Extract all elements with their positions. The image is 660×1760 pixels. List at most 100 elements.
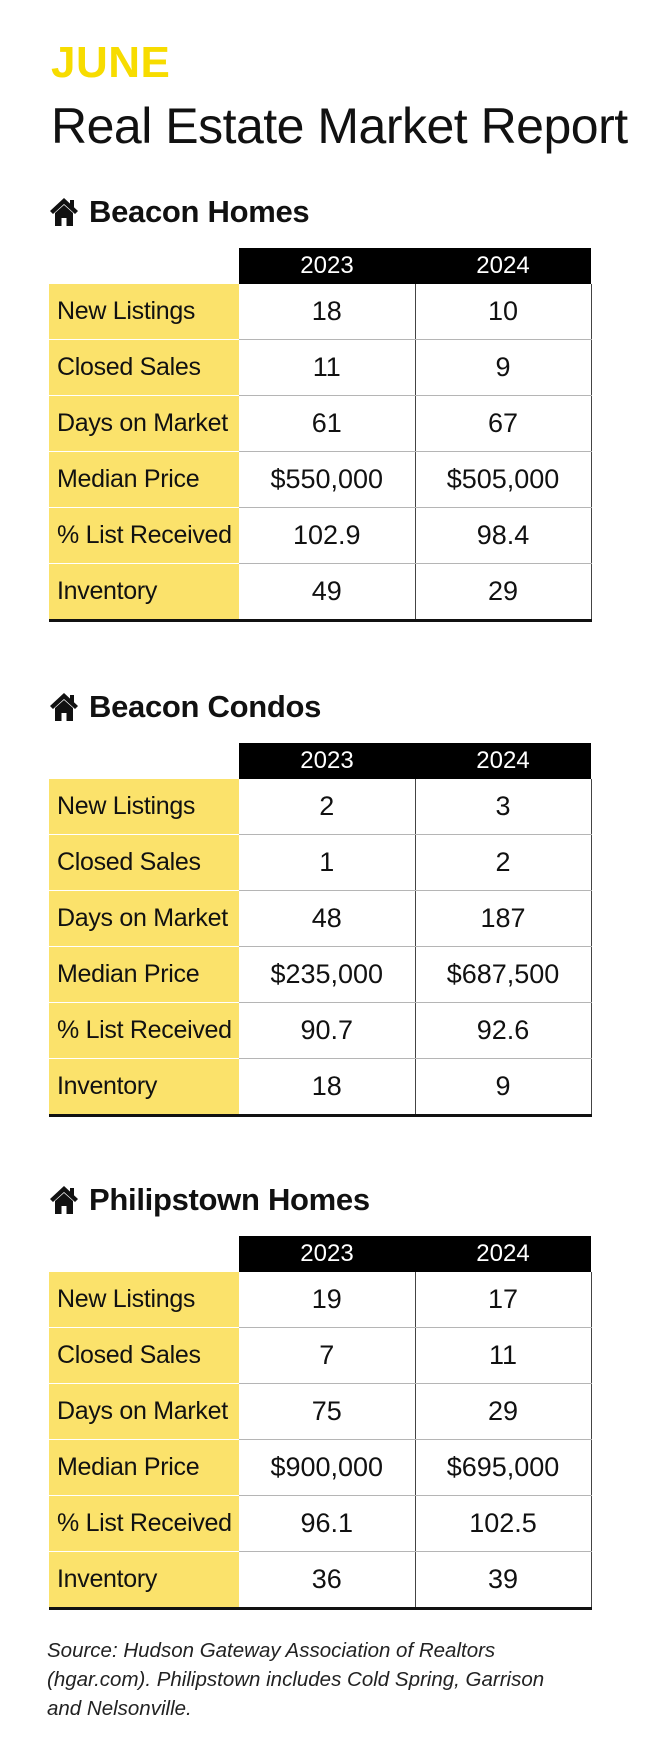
- value-2023: 102.9: [239, 507, 416, 564]
- section-title: Philipstown Homes: [89, 1182, 370, 1217]
- row-label: Inventory: [49, 563, 239, 622]
- report-title: Real Estate Market Report: [51, 98, 628, 154]
- section-heading: Philipstown Homes: [49, 1178, 593, 1222]
- section-beacon-homes: Beacon Homes 2023 2024 New Listings 18 1…: [49, 190, 593, 622]
- row-label: Inventory: [49, 1551, 239, 1610]
- table-row: % List Received 96.1 102.5: [49, 1495, 592, 1552]
- row-label: Inventory: [49, 1058, 239, 1117]
- header-blank-cell: [49, 1236, 239, 1272]
- table-row: Closed Sales 7 11: [49, 1327, 592, 1384]
- value-2024: 187: [415, 890, 592, 947]
- table-row: Median Price $900,000 $695,000: [49, 1439, 592, 1496]
- table-row: % List Received 90.7 92.6: [49, 1002, 592, 1059]
- value-2023: 2: [239, 779, 416, 835]
- section-title: Beacon Condos: [89, 689, 322, 724]
- table-row: Inventory 49 29: [49, 563, 592, 622]
- value-2023: $235,000: [239, 946, 416, 1003]
- value-2024: $695,000: [415, 1439, 592, 1496]
- table-row: Days on Market 75 29: [49, 1383, 592, 1440]
- value-2024: 39: [415, 1551, 592, 1610]
- value-2023: 61: [239, 395, 416, 452]
- value-2023: $550,000: [239, 451, 416, 508]
- row-label: Closed Sales: [49, 834, 239, 891]
- table-row: New Listings 19 17: [49, 1272, 592, 1328]
- value-2024: 9: [415, 339, 592, 396]
- column-header-2024: 2024: [415, 1236, 591, 1272]
- market-table: 2023 2024 New Listings 19 17 Closed Sale…: [49, 1236, 592, 1610]
- value-2024: 98.4: [415, 507, 592, 564]
- section-heading: Beacon Homes: [49, 190, 593, 234]
- table-row: Closed Sales 1 2: [49, 834, 592, 891]
- home-icon: [49, 692, 79, 722]
- value-2023: 19: [239, 1272, 416, 1328]
- table-row: Median Price $550,000 $505,000: [49, 451, 592, 508]
- value-2024: 29: [415, 563, 592, 622]
- column-header-2023: 2023: [239, 248, 415, 284]
- value-2023: 1: [239, 834, 416, 891]
- value-2024: 29: [415, 1383, 592, 1440]
- section-beacon-condos: Beacon Condos 2023 2024 New Listings 2 3…: [49, 685, 593, 1117]
- row-label: % List Received: [49, 1002, 239, 1059]
- table-row: Days on Market 48 187: [49, 890, 592, 947]
- table-header-row: 2023 2024: [49, 248, 591, 284]
- value-2024: 102.5: [415, 1495, 592, 1552]
- table-row: Inventory 18 9: [49, 1058, 592, 1117]
- column-header-2023: 2023: [239, 743, 415, 779]
- row-label: New Listings: [49, 779, 239, 835]
- value-2023: 18: [239, 1058, 416, 1117]
- section-title: Beacon Homes: [89, 194, 310, 229]
- value-2024: 10: [415, 284, 592, 340]
- column-header-2024: 2024: [415, 248, 591, 284]
- value-2023: 96.1: [239, 1495, 416, 1552]
- value-2024: 11: [415, 1327, 592, 1384]
- value-2024: $687,500: [415, 946, 592, 1003]
- column-header-2023: 2023: [239, 1236, 415, 1272]
- table-row: New Listings 2 3: [49, 779, 592, 835]
- row-label: Closed Sales: [49, 1327, 239, 1384]
- row-label: Median Price: [49, 946, 239, 1003]
- header-blank-cell: [49, 743, 239, 779]
- value-2023: $900,000: [239, 1439, 416, 1496]
- value-2024: $505,000: [415, 451, 592, 508]
- value-2024: 92.6: [415, 1002, 592, 1059]
- section-philipstown-homes: Philipstown Homes 2023 2024 New Listings…: [49, 1178, 593, 1610]
- table-row: Inventory 36 39: [49, 1551, 592, 1610]
- row-label: Days on Market: [49, 890, 239, 947]
- table-row: New Listings 18 10: [49, 284, 592, 340]
- value-2024: 9: [415, 1058, 592, 1117]
- value-2023: 18: [239, 284, 416, 340]
- market-table: 2023 2024 New Listings 2 3 Closed Sales …: [49, 743, 592, 1117]
- value-2024: 17: [415, 1272, 592, 1328]
- row-label: Median Price: [49, 1439, 239, 1496]
- value-2023: 36: [239, 1551, 416, 1610]
- value-2023: 11: [239, 339, 416, 396]
- value-2024: 3: [415, 779, 592, 835]
- table-row: % List Received 102.9 98.4: [49, 507, 592, 564]
- value-2023: 7: [239, 1327, 416, 1384]
- row-label: Days on Market: [49, 395, 239, 452]
- row-label: New Listings: [49, 1272, 239, 1328]
- market-table: 2023 2024 New Listings 18 10 Closed Sale…: [49, 248, 592, 622]
- table-row: Closed Sales 11 9: [49, 339, 592, 396]
- home-icon: [49, 197, 79, 227]
- row-label: % List Received: [49, 507, 239, 564]
- value-2023: 75: [239, 1383, 416, 1440]
- table-header-row: 2023 2024: [49, 1236, 591, 1272]
- row-label: Days on Market: [49, 1383, 239, 1440]
- table-row: Median Price $235,000 $687,500: [49, 946, 592, 1003]
- row-label: Median Price: [49, 451, 239, 508]
- table-row: Days on Market 61 67: [49, 395, 592, 452]
- row-label: Closed Sales: [49, 339, 239, 396]
- report-month: JUNE: [51, 38, 171, 87]
- source-note: Source: Hudson Gateway Association of Re…: [47, 1639, 545, 1720]
- value-2023: 49: [239, 563, 416, 622]
- table-header-row: 2023 2024: [49, 743, 591, 779]
- value-2023: 90.7: [239, 1002, 416, 1059]
- header-blank-cell: [49, 248, 239, 284]
- value-2023: 48: [239, 890, 416, 947]
- value-2024: 67: [415, 395, 592, 452]
- section-heading: Beacon Condos: [49, 685, 593, 729]
- column-header-2024: 2024: [415, 743, 591, 779]
- row-label: New Listings: [49, 284, 239, 340]
